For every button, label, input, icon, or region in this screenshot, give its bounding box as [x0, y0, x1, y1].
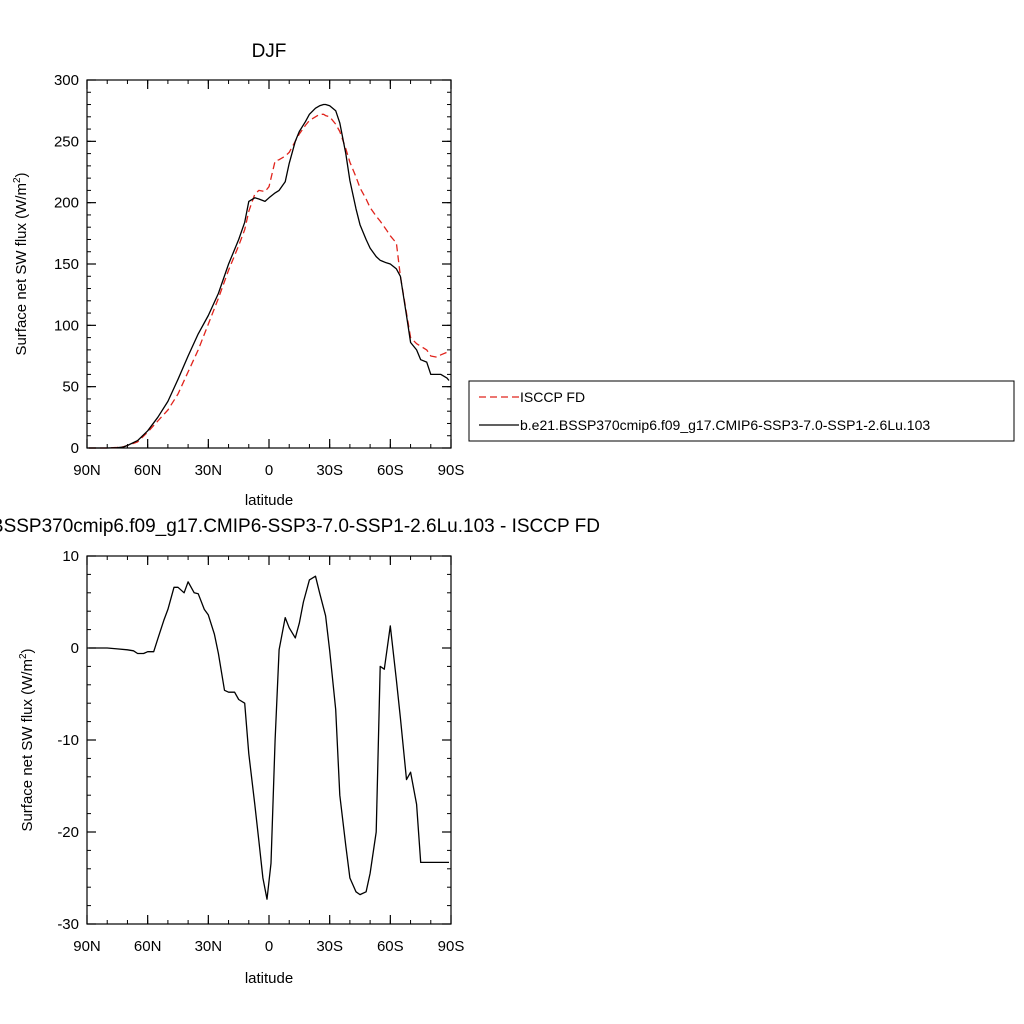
y-tick-label: 150	[54, 256, 79, 273]
series-line-model	[89, 103, 450, 449]
y-tick-label: 0	[71, 440, 79, 457]
legend: ISCCP FD b.e21.BSSP370cmip6.f09_g17.CMIP…	[468, 380, 1015, 442]
top-y-axis-label: Surface net SW flux (W/m2)	[12, 172, 30, 355]
bottom-plot-frame	[86, 555, 452, 925]
y-tick-label: 250	[54, 133, 79, 150]
legend-label-model: b.e21.BSSP370cmip6.f09_g17.CMIP6-SSP3-7.…	[520, 417, 930, 433]
x-tick-label: 60N	[134, 462, 162, 479]
bottom-series-group	[89, 575, 449, 900]
x-tick-label: 60N	[134, 938, 162, 955]
x-tick-label: 90N	[73, 462, 101, 479]
x-tick-label: 60S	[377, 938, 404, 955]
bottom-y-axis-label: Surface net SW flux (W/m2)	[18, 648, 36, 831]
top-x-ticks: 90N 60N 30N 0 30S 60S 90S	[73, 80, 464, 479]
x-tick-label: 0	[265, 462, 273, 479]
top-x-axis-label: latitude	[245, 492, 293, 509]
y-tick-label: 0	[71, 640, 79, 657]
bottom-x-ticks: 90N 60N 30N 0 30S 60S 90S	[73, 556, 464, 955]
x-tick-label: 30S	[316, 462, 343, 479]
x-tick-label: 90N	[73, 938, 101, 955]
y-tick-label: 300	[54, 72, 79, 89]
top-series-group	[89, 103, 450, 449]
y-tick-label: 10	[62, 548, 79, 565]
y-tick-label: 100	[54, 317, 79, 334]
bottom-panel-title: b.e21.BSSP370cmip6.f09_g17.CMIP6-SSP3-7.…	[0, 516, 600, 537]
y-tick-label: -30	[57, 916, 79, 933]
x-tick-label: 60S	[377, 462, 404, 479]
legend-label-isccp: ISCCP FD	[520, 389, 585, 405]
bottom-y-ticks: -30 -20 -10 0 10	[57, 548, 451, 933]
x-tick-label: 30S	[316, 938, 343, 955]
top-panel-title: DJF	[252, 41, 287, 62]
top-y-ticks: 0 50 100 150 200 250 300	[54, 72, 451, 457]
legend-box	[468, 380, 1015, 442]
series-line-difference	[89, 575, 449, 900]
bottom-panel: b.e21.BSSP370cmip6.f09_g17.CMIP6-SSP3-7.…	[0, 516, 600, 987]
bottom-x-axis-label: latitude	[245, 970, 293, 987]
x-tick-label: 30N	[195, 938, 223, 955]
x-tick-label: 0	[265, 938, 273, 955]
y-tick-label: 50	[62, 379, 79, 396]
series-line-isccp	[89, 113, 450, 449]
x-tick-label: 90S	[438, 462, 465, 479]
y-tick-label: 200	[54, 195, 79, 212]
x-tick-label: 90S	[438, 938, 465, 955]
y-tick-label: -20	[57, 824, 79, 841]
top-plot-frame	[86, 79, 452, 449]
y-tick-label: -10	[57, 732, 79, 749]
x-tick-label: 30N	[195, 462, 223, 479]
